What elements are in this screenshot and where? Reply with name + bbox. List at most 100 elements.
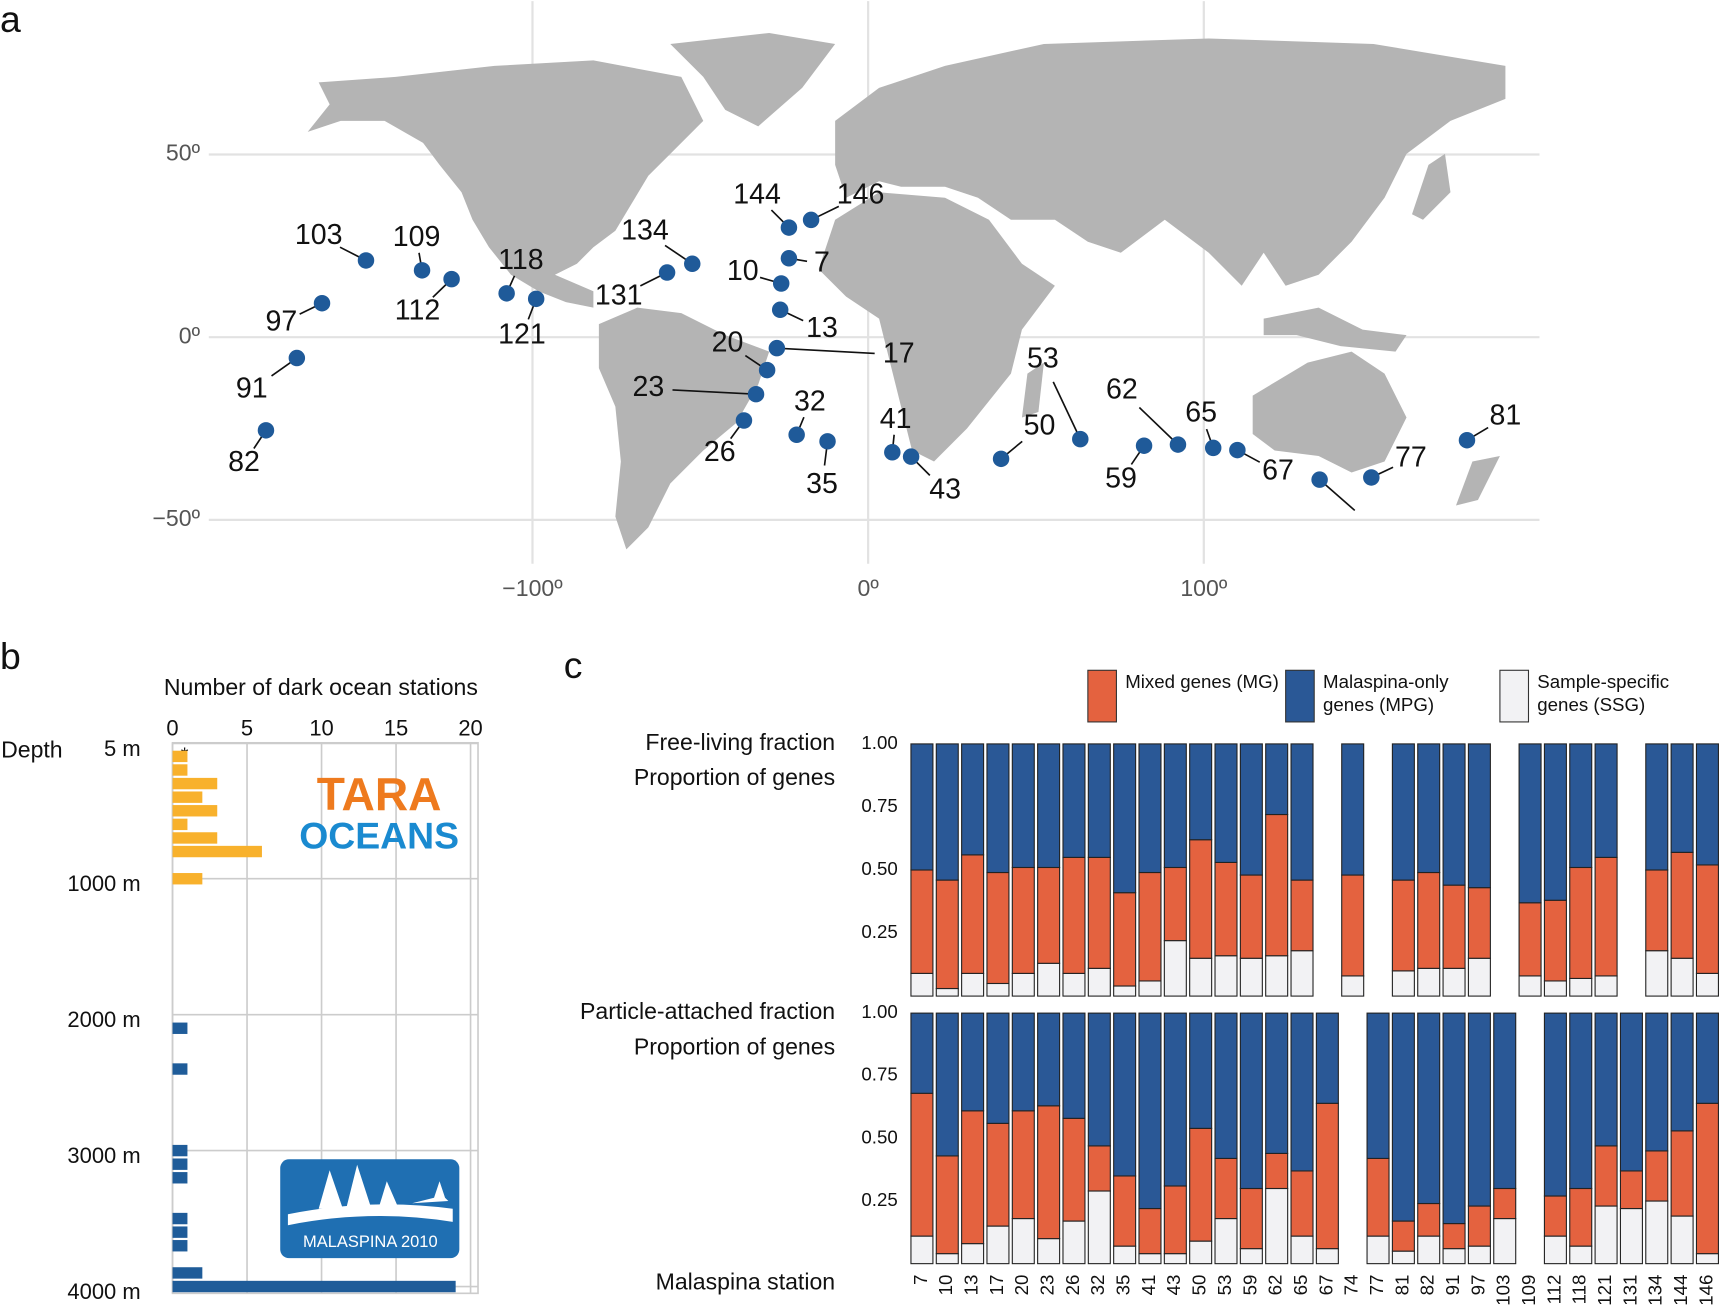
- bar-segment: [1037, 1012, 1061, 1107]
- station-point: [1204, 439, 1222, 457]
- histogram-bar: [172, 1267, 203, 1279]
- bar-segment: [1239, 957, 1263, 997]
- bar-segment: [1594, 1145, 1618, 1207]
- bar-segment: [1037, 1238, 1061, 1265]
- y-tick-label: 0º: [179, 322, 201, 348]
- bar-segment: [1062, 1220, 1086, 1265]
- station-point: [1458, 431, 1476, 449]
- bar-segment: [1594, 975, 1618, 997]
- bar-segment: [1391, 1220, 1415, 1252]
- station-label: 32: [794, 385, 826, 417]
- y-tick-label: 1.00: [861, 1001, 897, 1022]
- islands: [1263, 307, 1407, 352]
- bar-segment: [1645, 1012, 1669, 1152]
- station-label: 103: [295, 219, 343, 251]
- bar-segment: [910, 1012, 934, 1094]
- logo-text: TARA: [317, 768, 442, 820]
- bar-segment: [1670, 851, 1694, 959]
- x-tick-label: 74: [1341, 1275, 1362, 1296]
- histogram-bar: [172, 1212, 188, 1225]
- x-tick-label: 35: [1113, 1275, 1134, 1296]
- station-point: [1135, 437, 1153, 454]
- station-label: 118: [498, 244, 544, 276]
- station-point: [257, 422, 275, 439]
- madagascar: [1021, 362, 1044, 418]
- bar-segment: [961, 743, 985, 856]
- x-axis-title: Number of dark ocean stations: [164, 674, 478, 700]
- bar-segment: [1391, 1012, 1415, 1222]
- bar-segment: [1163, 866, 1187, 942]
- station-point: [1311, 471, 1328, 488]
- bar-segment: [1417, 743, 1441, 874]
- bar-segment: [986, 1012, 1010, 1124]
- histogram-bar: [172, 1063, 188, 1075]
- legend-label: Sample-specific genes (SSG): [1537, 671, 1670, 716]
- station-point: [772, 275, 790, 292]
- bar-segment: [1442, 1012, 1466, 1225]
- bar-segment: [1594, 856, 1618, 977]
- bar-segment: [1214, 1218, 1238, 1265]
- bar-segment: [1265, 743, 1289, 816]
- bar-segment: [935, 879, 959, 990]
- bar-segment: [1670, 1130, 1694, 1217]
- x-tick-label: 10: [935, 1275, 956, 1296]
- station-label: 82: [228, 446, 260, 478]
- histogram-bar: [172, 1144, 188, 1157]
- y-tick-label: 5 m: [104, 736, 141, 761]
- bar-segment: [1442, 743, 1466, 886]
- histogram-bar: [172, 777, 218, 790]
- bar-segment: [1214, 861, 1238, 957]
- bar-segment: [986, 871, 1010, 985]
- bar-segment: [1290, 950, 1314, 997]
- leader-line: [776, 347, 875, 355]
- station-label: 91: [236, 372, 268, 404]
- bar-segment: [1467, 1245, 1491, 1265]
- bar-segment: [1518, 743, 1542, 904]
- station-label: 59: [1105, 462, 1137, 494]
- australia: [1252, 351, 1407, 473]
- bar-segment: [986, 1225, 1010, 1265]
- y-tick-label: 0.25: [861, 921, 897, 942]
- bar-segment: [1670, 1012, 1694, 1132]
- station-point: [758, 361, 776, 379]
- tara-logo: TARA OCEANS: [299, 768, 459, 856]
- x-tick-label: 109: [1518, 1275, 1539, 1306]
- bar-segment: [1645, 1200, 1669, 1265]
- bar-segment: [1290, 1012, 1314, 1172]
- bar-segment: [986, 1122, 1010, 1227]
- bar-segment: [1214, 1012, 1238, 1159]
- y-tick-label: 50º: [166, 140, 201, 166]
- bar-segment: [1341, 975, 1365, 997]
- bar-segment: [961, 854, 985, 974]
- x-tick-label: 26: [1062, 1275, 1083, 1296]
- logo-text: OCEANS: [299, 814, 459, 856]
- bar-segment: [986, 982, 1010, 997]
- bar-segment: [1011, 866, 1035, 974]
- bar-segment: [1011, 1218, 1035, 1265]
- bar-segment: [961, 972, 985, 997]
- bar-segment: [1417, 967, 1441, 997]
- bar-segment: [1290, 879, 1314, 952]
- bar-segment: [1594, 1205, 1618, 1265]
- bar-segment: [961, 1243, 985, 1265]
- bar-segment: [910, 1235, 934, 1265]
- bar-segment: [1062, 743, 1086, 858]
- station-point: [527, 290, 545, 308]
- y-tick-label: 1.00: [861, 732, 897, 753]
- bar-segment: [961, 1012, 985, 1112]
- x-tick-label: 0: [166, 715, 178, 740]
- x-tick-label: 118: [1569, 1275, 1590, 1305]
- logo-ship: [318, 1164, 449, 1209]
- x-tick-label: 131: [1619, 1275, 1640, 1306]
- legend-swatch: [1285, 669, 1315, 723]
- x-tick-label: 53: [1214, 1275, 1235, 1296]
- bar-segment: [1189, 839, 1213, 959]
- bar-segment: [1670, 1215, 1694, 1265]
- bar-segment: [1543, 743, 1567, 901]
- station-label: 97: [265, 306, 297, 338]
- station-label: 65: [1185, 396, 1217, 428]
- histogram-bar: [172, 1022, 188, 1034]
- bar-segment: [1569, 1012, 1593, 1190]
- x-tick-label: 43: [1163, 1275, 1184, 1296]
